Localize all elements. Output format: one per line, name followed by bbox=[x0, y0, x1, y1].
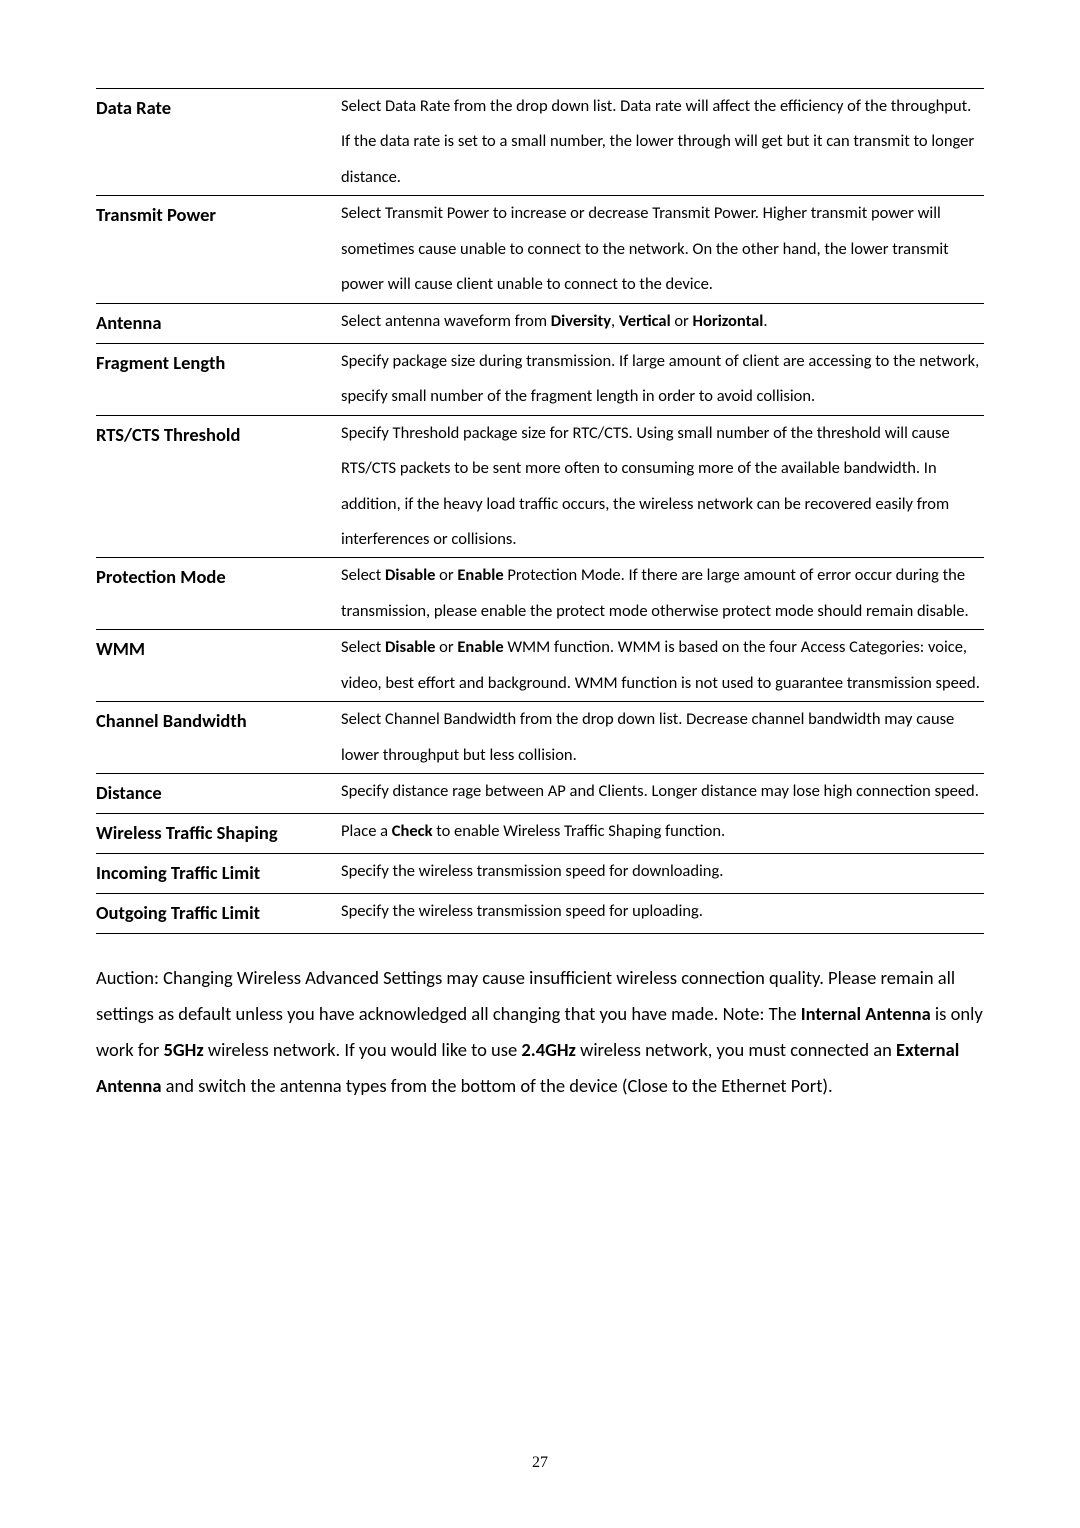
table-row: DistanceSpecify distance rage between AP… bbox=[96, 774, 984, 814]
document-page: Data RateSelect Data Rate from the drop … bbox=[0, 0, 1080, 1528]
table-row: Wireless Traffic ShapingPlace a Check to… bbox=[96, 814, 984, 854]
table-row: Transmit PowerSelect Transmit Power to i… bbox=[96, 196, 984, 303]
term-cell: Transmit Power bbox=[96, 196, 341, 303]
term-cell: Channel Bandwidth bbox=[96, 702, 341, 774]
description-cell: Select Transmit Power to increase or dec… bbox=[341, 196, 984, 303]
term-cell: Antenna bbox=[96, 303, 341, 343]
term-cell: Wireless Traffic Shaping bbox=[96, 814, 341, 854]
description-cell: Select Disable or Enable Protection Mode… bbox=[341, 558, 984, 630]
table-row: Channel BandwidthSelect Channel Bandwidt… bbox=[96, 702, 984, 774]
term-cell: Incoming Traffic Limit bbox=[96, 853, 341, 893]
table-row: Protection ModeSelect Disable or Enable … bbox=[96, 558, 984, 630]
description-cell: Specify distance rage between AP and Cli… bbox=[341, 774, 984, 814]
term-cell: WMM bbox=[96, 630, 341, 702]
description-cell: Select Disable or Enable WMM function. W… bbox=[341, 630, 984, 702]
term-cell: Distance bbox=[96, 774, 341, 814]
description-cell: Specify the wireless transmission speed … bbox=[341, 853, 984, 893]
term-cell: Protection Mode bbox=[96, 558, 341, 630]
description-cell: Place a Check to enable Wireless Traffic… bbox=[341, 814, 984, 854]
term-cell: Fragment Length bbox=[96, 343, 341, 415]
table-row: Outgoing Traffic LimitSpecify the wirele… bbox=[96, 893, 984, 933]
description-cell: Specify Threshold package size for RTC/C… bbox=[341, 415, 984, 558]
description-cell: Select Channel Bandwidth from the drop d… bbox=[341, 702, 984, 774]
table-row: AntennaSelect antenna waveform from Dive… bbox=[96, 303, 984, 343]
table-row: Fragment LengthSpecify package size duri… bbox=[96, 343, 984, 415]
page-number: 27 bbox=[0, 1454, 1080, 1472]
description-cell: Specify the wireless transmission speed … bbox=[341, 893, 984, 933]
body-paragraph: Auction: Changing Wireless Advanced Sett… bbox=[96, 960, 984, 1104]
description-cell: Select antenna waveform from Diversity, … bbox=[341, 303, 984, 343]
term-cell: Data Rate bbox=[96, 89, 341, 196]
definitions-tbody: Data RateSelect Data Rate from the drop … bbox=[96, 89, 984, 934]
term-cell: RTS/CTS Threshold bbox=[96, 415, 341, 558]
description-cell: Specify package size during transmission… bbox=[341, 343, 984, 415]
table-row: Incoming Traffic LimitSpecify the wirele… bbox=[96, 853, 984, 893]
table-row: WMMSelect Disable or Enable WMM function… bbox=[96, 630, 984, 702]
term-cell: Outgoing Traffic Limit bbox=[96, 893, 341, 933]
definitions-table: Data RateSelect Data Rate from the drop … bbox=[96, 88, 984, 934]
table-row: RTS/CTS ThresholdSpecify Threshold packa… bbox=[96, 415, 984, 558]
table-row: Data RateSelect Data Rate from the drop … bbox=[96, 89, 984, 196]
description-cell: Select Data Rate from the drop down list… bbox=[341, 89, 984, 196]
